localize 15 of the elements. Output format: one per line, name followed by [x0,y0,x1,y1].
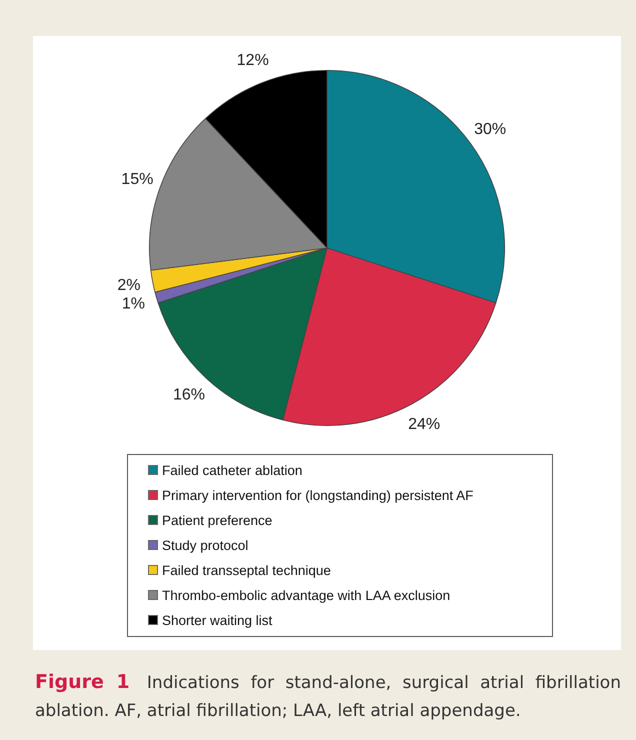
data-label: 1% [122,296,145,313]
legend-label: Study protocol [161,537,250,555]
legend-label: Failed catheter ablation [161,462,304,480]
data-label: 15% [121,171,154,188]
legend-label: Patient preference [161,512,274,530]
text: Figure 1 [35,671,130,693]
data-label: 12% [236,52,269,69]
data-label: 30% [474,120,506,138]
data-label: 16% [172,386,206,404]
data-label: 2% [117,277,141,294]
legend-label: Thrombo-embolic advantage with LAA exclusion [161,587,452,605]
legend-label: Failed transseptal technique [161,562,332,580]
legend-label: Shorter waiting list [161,612,274,630]
data-label: 24% [408,416,440,434]
legend-label: Primary intervention for (longstanding) persistent AF [161,487,474,505]
